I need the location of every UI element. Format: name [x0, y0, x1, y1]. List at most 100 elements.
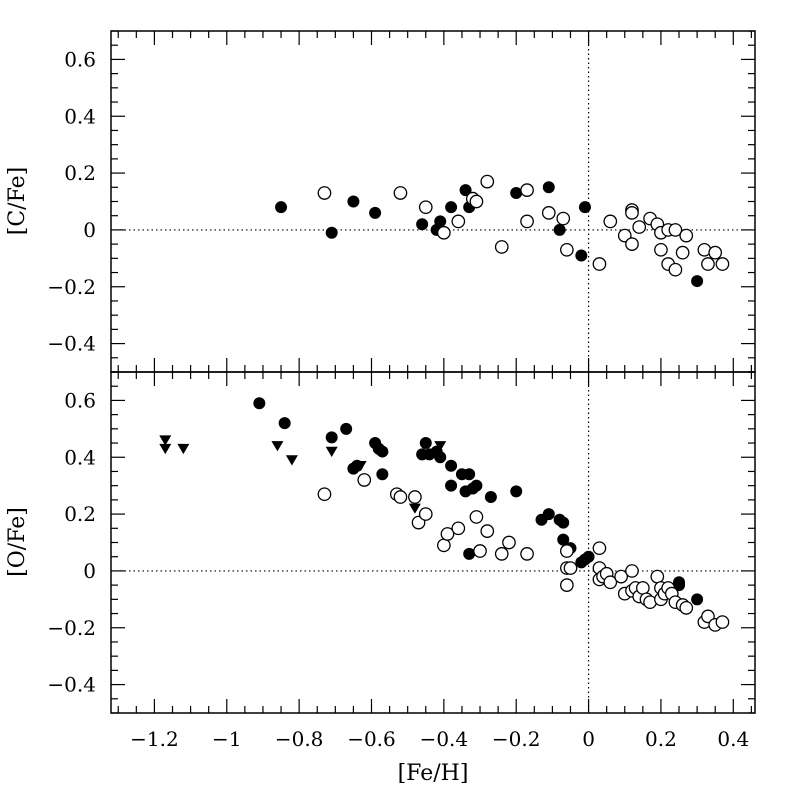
- carbon-point-open: [632, 220, 647, 234]
- oxygen-point-open: [393, 490, 408, 504]
- oxygen-point-triangle: [325, 446, 338, 457]
- oxygen-point-open: [563, 561, 578, 575]
- carbon-point-open: [560, 242, 574, 257]
- oxygen-point-open: [502, 535, 516, 550]
- oxygen-point-filled: [582, 550, 595, 563]
- oxygen-point-triangle: [285, 455, 298, 466]
- oxygen-point-filled: [463, 547, 476, 560]
- oxygen-point-open: [560, 578, 574, 592]
- oxygen-point-open: [494, 547, 509, 561]
- oxygen-point-open: [418, 507, 433, 521]
- carbon-point-filled: [275, 201, 288, 214]
- oxygen-y-tick-label: −0.4: [47, 673, 96, 697]
- carbon-point-open: [715, 257, 730, 271]
- carbon-data-points: [275, 174, 730, 288]
- oxygen-y-axis-label: [O/Fe]: [5, 507, 30, 577]
- carbon-point-open: [317, 186, 332, 200]
- x-axis-tick-labels: −1.2 −1 −0.8 −0.6 −0.4 −0.2 0 0.2 0.4: [130, 727, 749, 751]
- oxygen-point-open: [469, 510, 484, 524]
- x-tick-label: −0.4: [420, 727, 469, 751]
- oxygen-y-tick-label: 0: [83, 559, 96, 583]
- oxygen-point-filled: [445, 479, 458, 492]
- x-tick-label: 0.2: [645, 727, 677, 751]
- oxygen-point-open: [679, 601, 694, 615]
- x-tick-label: −1: [212, 727, 241, 751]
- carbon-axis-ticks: −0.4 −0.2 0 0.2 0.4 0.6: [47, 30, 755, 373]
- carbon-y-tick-label: 0.6: [64, 47, 96, 71]
- oxygen-point-filled: [325, 431, 338, 444]
- oxygen-point-filled: [510, 485, 523, 498]
- x-tick-label: 0: [582, 727, 595, 751]
- carbon-point-filled: [347, 195, 360, 208]
- oxygen-point-filled: [376, 445, 389, 458]
- oxygen-data-points: [159, 397, 730, 632]
- oxygen-point-open: [451, 521, 466, 536]
- oxygen-point-filled: [351, 459, 364, 472]
- carbon-point-filled: [459, 184, 472, 197]
- oxygen-point-triangle: [408, 503, 421, 514]
- oxygen-point-triangle: [271, 441, 284, 452]
- oxygen-point-open: [635, 581, 650, 595]
- oxygen-point-open: [440, 527, 455, 541]
- oxygen-panel: −0.4 −0.2 0 0.2 0.4 0.6 [O/Fe]: [5, 371, 756, 714]
- oxygen-point-filled: [376, 468, 389, 481]
- carbon-point-filled: [510, 186, 523, 199]
- x-tick-label: −0.2: [492, 727, 541, 751]
- carbon-point-open: [451, 214, 466, 229]
- oxygen-point-filled: [466, 482, 479, 495]
- oxygen-point-open: [317, 487, 332, 502]
- carbon-point-open: [675, 245, 690, 260]
- oxygen-point-filled: [542, 508, 555, 521]
- oxygen-point-filled: [278, 417, 291, 430]
- carbon-y-tick-label: 0.4: [64, 104, 96, 128]
- oxygen-point-open: [357, 473, 372, 487]
- oxygen-point-open: [592, 541, 607, 556]
- x-tick-label: 0.4: [717, 727, 749, 751]
- carbon-point-filled: [578, 201, 591, 214]
- carbon-point-open: [708, 245, 723, 260]
- carbon-point-filled: [369, 206, 382, 219]
- carbon-point-open: [393, 186, 408, 200]
- oxygen-y-tick-label: −0.2: [47, 616, 96, 640]
- carbon-point-open: [654, 242, 668, 257]
- oxygen-point-open: [560, 544, 574, 558]
- oxygen-reference-lines: [111, 372, 755, 713]
- carbon-point-open: [556, 211, 571, 226]
- carbon-point-open: [625, 237, 639, 251]
- oxygen-axis-ticks: −0.4 −0.2 0 0.2 0.4 0.6: [47, 371, 755, 714]
- carbon-point-open: [701, 257, 715, 271]
- oxygen-point-open: [437, 538, 451, 553]
- oxygen-point-open: [408, 490, 422, 504]
- oxygen-point-filled: [691, 593, 704, 606]
- x-tick-label: −0.8: [275, 727, 324, 751]
- carbon-point-filled: [434, 215, 447, 228]
- carbon-point-open: [418, 200, 433, 215]
- carbon-point-open: [668, 262, 683, 277]
- oxygen-point-filled: [463, 468, 476, 481]
- carbon-panel-frame: [110, 30, 756, 373]
- oxygen-point-filled: [419, 437, 432, 450]
- carbon-point-open: [520, 183, 534, 197]
- oxygen-point-filled: [557, 533, 570, 546]
- oxygen-point-open: [480, 524, 495, 538]
- carbon-point-filled: [416, 218, 429, 231]
- carbon-point-filled: [553, 223, 566, 236]
- oxygen-point-open: [715, 615, 730, 629]
- oxygen-point-open: [473, 544, 487, 558]
- oxygen-point-filled: [557, 516, 570, 529]
- carbon-y-tick-label: 0.2: [64, 161, 96, 185]
- carbon-point-open: [592, 257, 607, 271]
- carbon-y-tick-label: −0.4: [47, 332, 96, 356]
- oxygen-point-open: [614, 569, 628, 584]
- carbon-point-open: [469, 194, 484, 209]
- carbon-point-filled: [325, 226, 338, 239]
- carbon-y-tick-label: 0: [83, 218, 96, 242]
- carbon-point-open: [480, 174, 495, 189]
- x-axis-label: [Fe/H]: [398, 761, 469, 786]
- oxygen-point-triangle: [434, 441, 447, 452]
- carbon-point-filled: [691, 275, 704, 288]
- x-tick-label: −1.2: [130, 727, 179, 751]
- oxygen-panel-frame: [110, 371, 756, 714]
- carbon-point-open: [494, 240, 509, 254]
- oxygen-point-triangle: [159, 443, 172, 455]
